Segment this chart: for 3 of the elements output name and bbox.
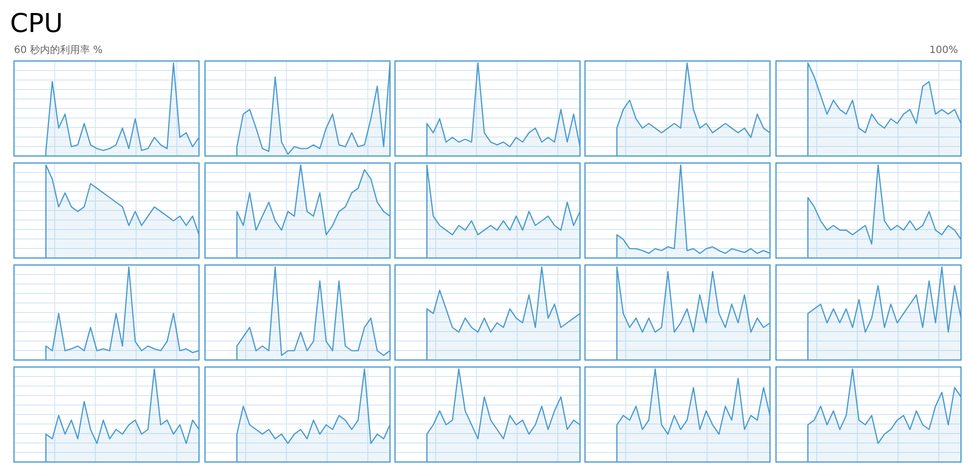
text: 100% xyxy=(929,45,958,56)
text: CPU xyxy=(10,9,63,39)
text: 60 秒内的利用率 % xyxy=(14,44,103,56)
